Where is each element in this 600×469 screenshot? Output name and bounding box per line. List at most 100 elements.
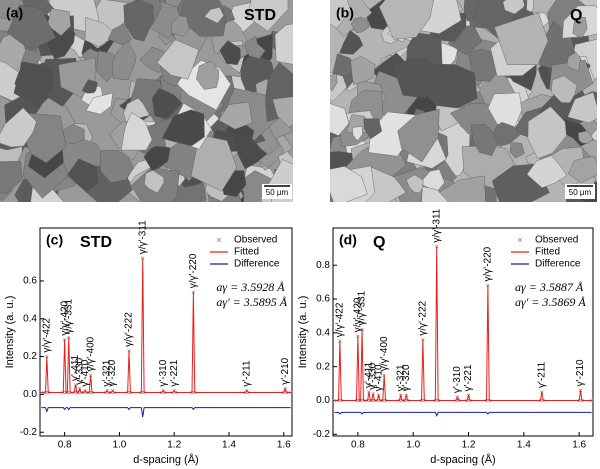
plot-frame	[332, 227, 594, 437]
grain	[421, 186, 449, 202]
peak-label: γ'-310	[452, 366, 463, 393]
grain	[470, 124, 498, 156]
peak-label: γ/γ'-311	[137, 220, 148, 254]
lattice-annotation: aγ = 3.5887 Å	[515, 280, 584, 294]
legend-label: Fitted	[234, 247, 259, 258]
grain	[488, 122, 520, 147]
grain	[567, 91, 597, 124]
y-axis-label: Intensity (a. u.)	[297, 296, 309, 369]
grain	[144, 170, 165, 194]
peak-label: γ'-210	[280, 357, 291, 384]
grain	[237, 137, 268, 170]
grain	[272, 96, 293, 128]
x-tick-label: 0.8	[351, 440, 365, 451]
grain	[247, 0, 289, 32]
grain	[330, 103, 350, 136]
grain	[190, 134, 238, 192]
peak-label: γ'-411	[70, 354, 81, 381]
grain	[81, 79, 98, 94]
scale-bar-label: 50 μm	[569, 188, 592, 197]
series-line	[334, 411, 592, 418]
x-axis-label: d-spacing (Å)	[430, 453, 495, 466]
grain	[494, 12, 549, 66]
x-tick-label: 1.0	[112, 440, 126, 451]
peak-label: γ/γ'-422	[41, 317, 52, 352]
peak-label: γ'-411	[364, 361, 375, 388]
grain	[566, 52, 582, 72]
grain	[121, 112, 153, 151]
peak-label: γ'-410	[373, 364, 384, 391]
scale-bar-box	[565, 184, 595, 199]
grain	[577, 130, 594, 144]
y-tick-label: 0.0	[23, 389, 37, 400]
grain	[274, 23, 293, 65]
panel-label: (d)	[339, 232, 357, 248]
grain	[170, 15, 190, 37]
x-tick-label: 1.2	[167, 440, 181, 451]
panel-label: (b)	[336, 5, 354, 21]
grain	[196, 60, 219, 90]
chart-title: STD	[80, 234, 112, 251]
grain	[244, 35, 266, 59]
grain	[330, 166, 368, 202]
grain	[352, 126, 363, 142]
grain	[67, 158, 99, 193]
peak-label: γ/γ'-220	[188, 253, 199, 288]
peak-label: γ'-410	[80, 359, 91, 386]
y-tick-label: 0.2	[23, 351, 37, 362]
grain	[161, 109, 205, 147]
plot-frame	[39, 227, 293, 437]
peak-label: γ/γ'-420	[353, 297, 364, 332]
panel-title: Q	[570, 7, 582, 24]
y-tick-label: 0.6	[316, 294, 330, 305]
peak-label: γ/γ'-331	[63, 299, 74, 334]
grain	[330, 0, 351, 29]
grain	[13, 61, 55, 109]
peak-label: γ/γ'-400	[379, 336, 390, 371]
y-tick-label: -0.2	[20, 427, 38, 438]
peak-label: γ/γ'-222	[124, 312, 135, 347]
grain	[406, 174, 424, 194]
legend-label: Observed	[234, 235, 277, 246]
grain	[143, 145, 171, 172]
scale-bar-box	[262, 184, 292, 199]
x-axis-label: d-spacing (Å)	[133, 453, 198, 466]
y-tick-label: -0.2	[313, 429, 331, 440]
panel-label: (a)	[6, 5, 23, 21]
y-axis-label: Intensity (a. u.)	[4, 296, 16, 369]
legend-marker	[216, 237, 222, 243]
grain	[509, 142, 525, 159]
grain	[526, 155, 568, 189]
scale-bar-label: 50 μm	[266, 188, 289, 197]
x-tick-label: 1.6	[277, 440, 291, 451]
grain	[363, 118, 383, 140]
grain	[350, 55, 376, 85]
grain	[123, 0, 154, 42]
y-tick-label: 0.2	[316, 361, 330, 372]
series-line	[334, 246, 592, 401]
legend-label: Difference	[535, 259, 581, 270]
peak-label: γ/γ'-420	[59, 300, 70, 335]
series-line	[41, 407, 291, 418]
y-tick-label: 0.4	[316, 327, 330, 338]
peak-label: γ'-211	[241, 360, 252, 387]
peak-label: γ/γ'-422	[335, 302, 346, 337]
peak-label: γ'-310	[158, 359, 169, 386]
micrograph	[330, 0, 597, 202]
peak-label: γ'-330	[74, 357, 85, 384]
grain	[330, 73, 338, 92]
lattice-annotation: aγ = 3.5928 Å	[216, 280, 285, 294]
grain	[378, 0, 434, 40]
grain	[7, 4, 56, 51]
y-tick-label: 0.6	[23, 276, 37, 287]
peak-label: γ/γ'-222	[418, 300, 429, 335]
peak-label: γ/γ'-331	[357, 290, 368, 325]
legend-label: Observed	[535, 235, 578, 246]
legend-marker	[517, 237, 523, 243]
grain	[350, 16, 370, 34]
micrograph	[0, 0, 293, 202]
grain	[0, 160, 23, 194]
x-tick-label: 1.4	[222, 440, 236, 451]
chart-title: Q	[373, 234, 385, 251]
grain	[139, 46, 167, 73]
